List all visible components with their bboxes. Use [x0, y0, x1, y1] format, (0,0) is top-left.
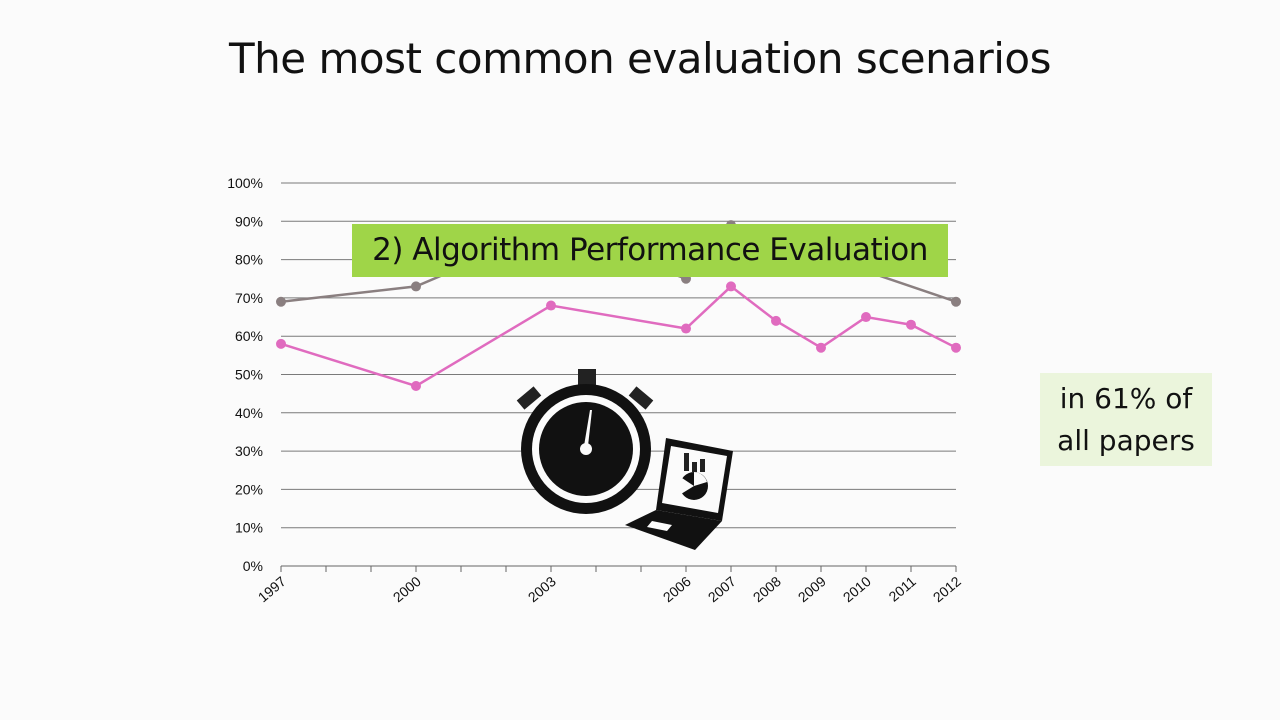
y-axis-ticks: 0% 10% 20% 30% 40% 50% 60% 70% 80% 90% 100% — [227, 175, 263, 574]
x-tick-label: 2011 — [886, 573, 920, 605]
data-point — [951, 342, 961, 353]
data-point — [771, 315, 781, 326]
data-point — [681, 323, 691, 334]
x-tick-label: 2000 — [390, 573, 424, 605]
data-point — [276, 338, 286, 349]
laptop-chart-icon — [625, 438, 733, 550]
x-tick-label: 2009 — [795, 573, 829, 605]
y-tick-label: 50% — [235, 367, 263, 383]
x-tick-label: 2003 — [525, 573, 559, 605]
x-tick-label: 2008 — [750, 573, 784, 605]
series-2 — [276, 281, 961, 391]
share-note-line-2: all papers — [1057, 423, 1195, 457]
y-tick-label: 100% — [227, 175, 263, 191]
y-tick-label: 0% — [243, 558, 263, 574]
y-tick-label: 80% — [235, 252, 263, 268]
data-point — [276, 296, 286, 307]
x-tick-label: 2006 — [660, 573, 694, 605]
share-note: in 61% of all papers — [1040, 373, 1212, 466]
data-point — [861, 312, 871, 323]
y-tick-label: 60% — [235, 328, 263, 344]
y-tick-label: 40% — [235, 405, 263, 421]
share-note-line-1: in 61% of — [1059, 381, 1193, 415]
data-point — [951, 296, 961, 307]
x-axis: 1997 2000 2003 2006 2007 2008 2009 2010 2011 2012 — [255, 565, 964, 605]
x-tick-label: 1997 — [255, 573, 289, 605]
data-point — [546, 300, 556, 311]
data-point — [906, 319, 916, 330]
x-tick-label: 2007 — [705, 573, 739, 605]
data-point — [411, 380, 421, 391]
y-tick-label: 20% — [235, 481, 263, 497]
data-point — [726, 281, 736, 292]
y-tick-label: 90% — [235, 213, 263, 229]
x-tick-label: 2012 — [930, 573, 964, 605]
y-tick-label: 10% — [235, 520, 263, 536]
series-line — [280, 284, 957, 388]
slide-title: The most common evaluation scenarios — [229, 34, 1052, 83]
y-tick-label: 30% — [235, 443, 263, 459]
stopwatch-icon — [516, 369, 654, 514]
y-tick-label: 70% — [235, 290, 263, 306]
x-tick-label: 2010 — [840, 573, 874, 605]
data-point — [816, 342, 826, 353]
scenario-callout: 2) Algorithm Performance Evaluation — [352, 224, 948, 277]
data-point — [411, 281, 421, 292]
